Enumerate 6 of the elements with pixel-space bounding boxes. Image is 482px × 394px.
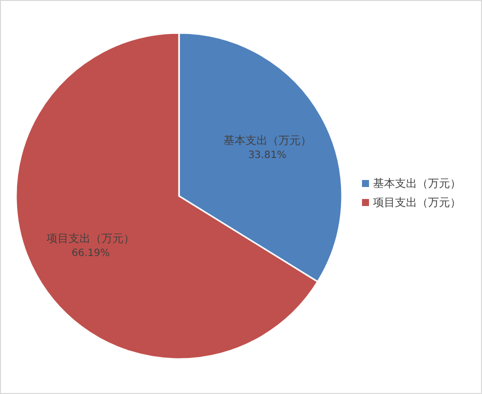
legend-label: 基本支出（万元） [373,177,461,190]
legend-label: 项目支出（万元） [373,196,461,209]
data-label: 33.81% [248,150,286,161]
slice-label: 项目支出（万元） [46,232,135,246]
slice-label: 基本支出（万元） [223,134,312,147]
data-label: 66.19% [72,248,110,260]
